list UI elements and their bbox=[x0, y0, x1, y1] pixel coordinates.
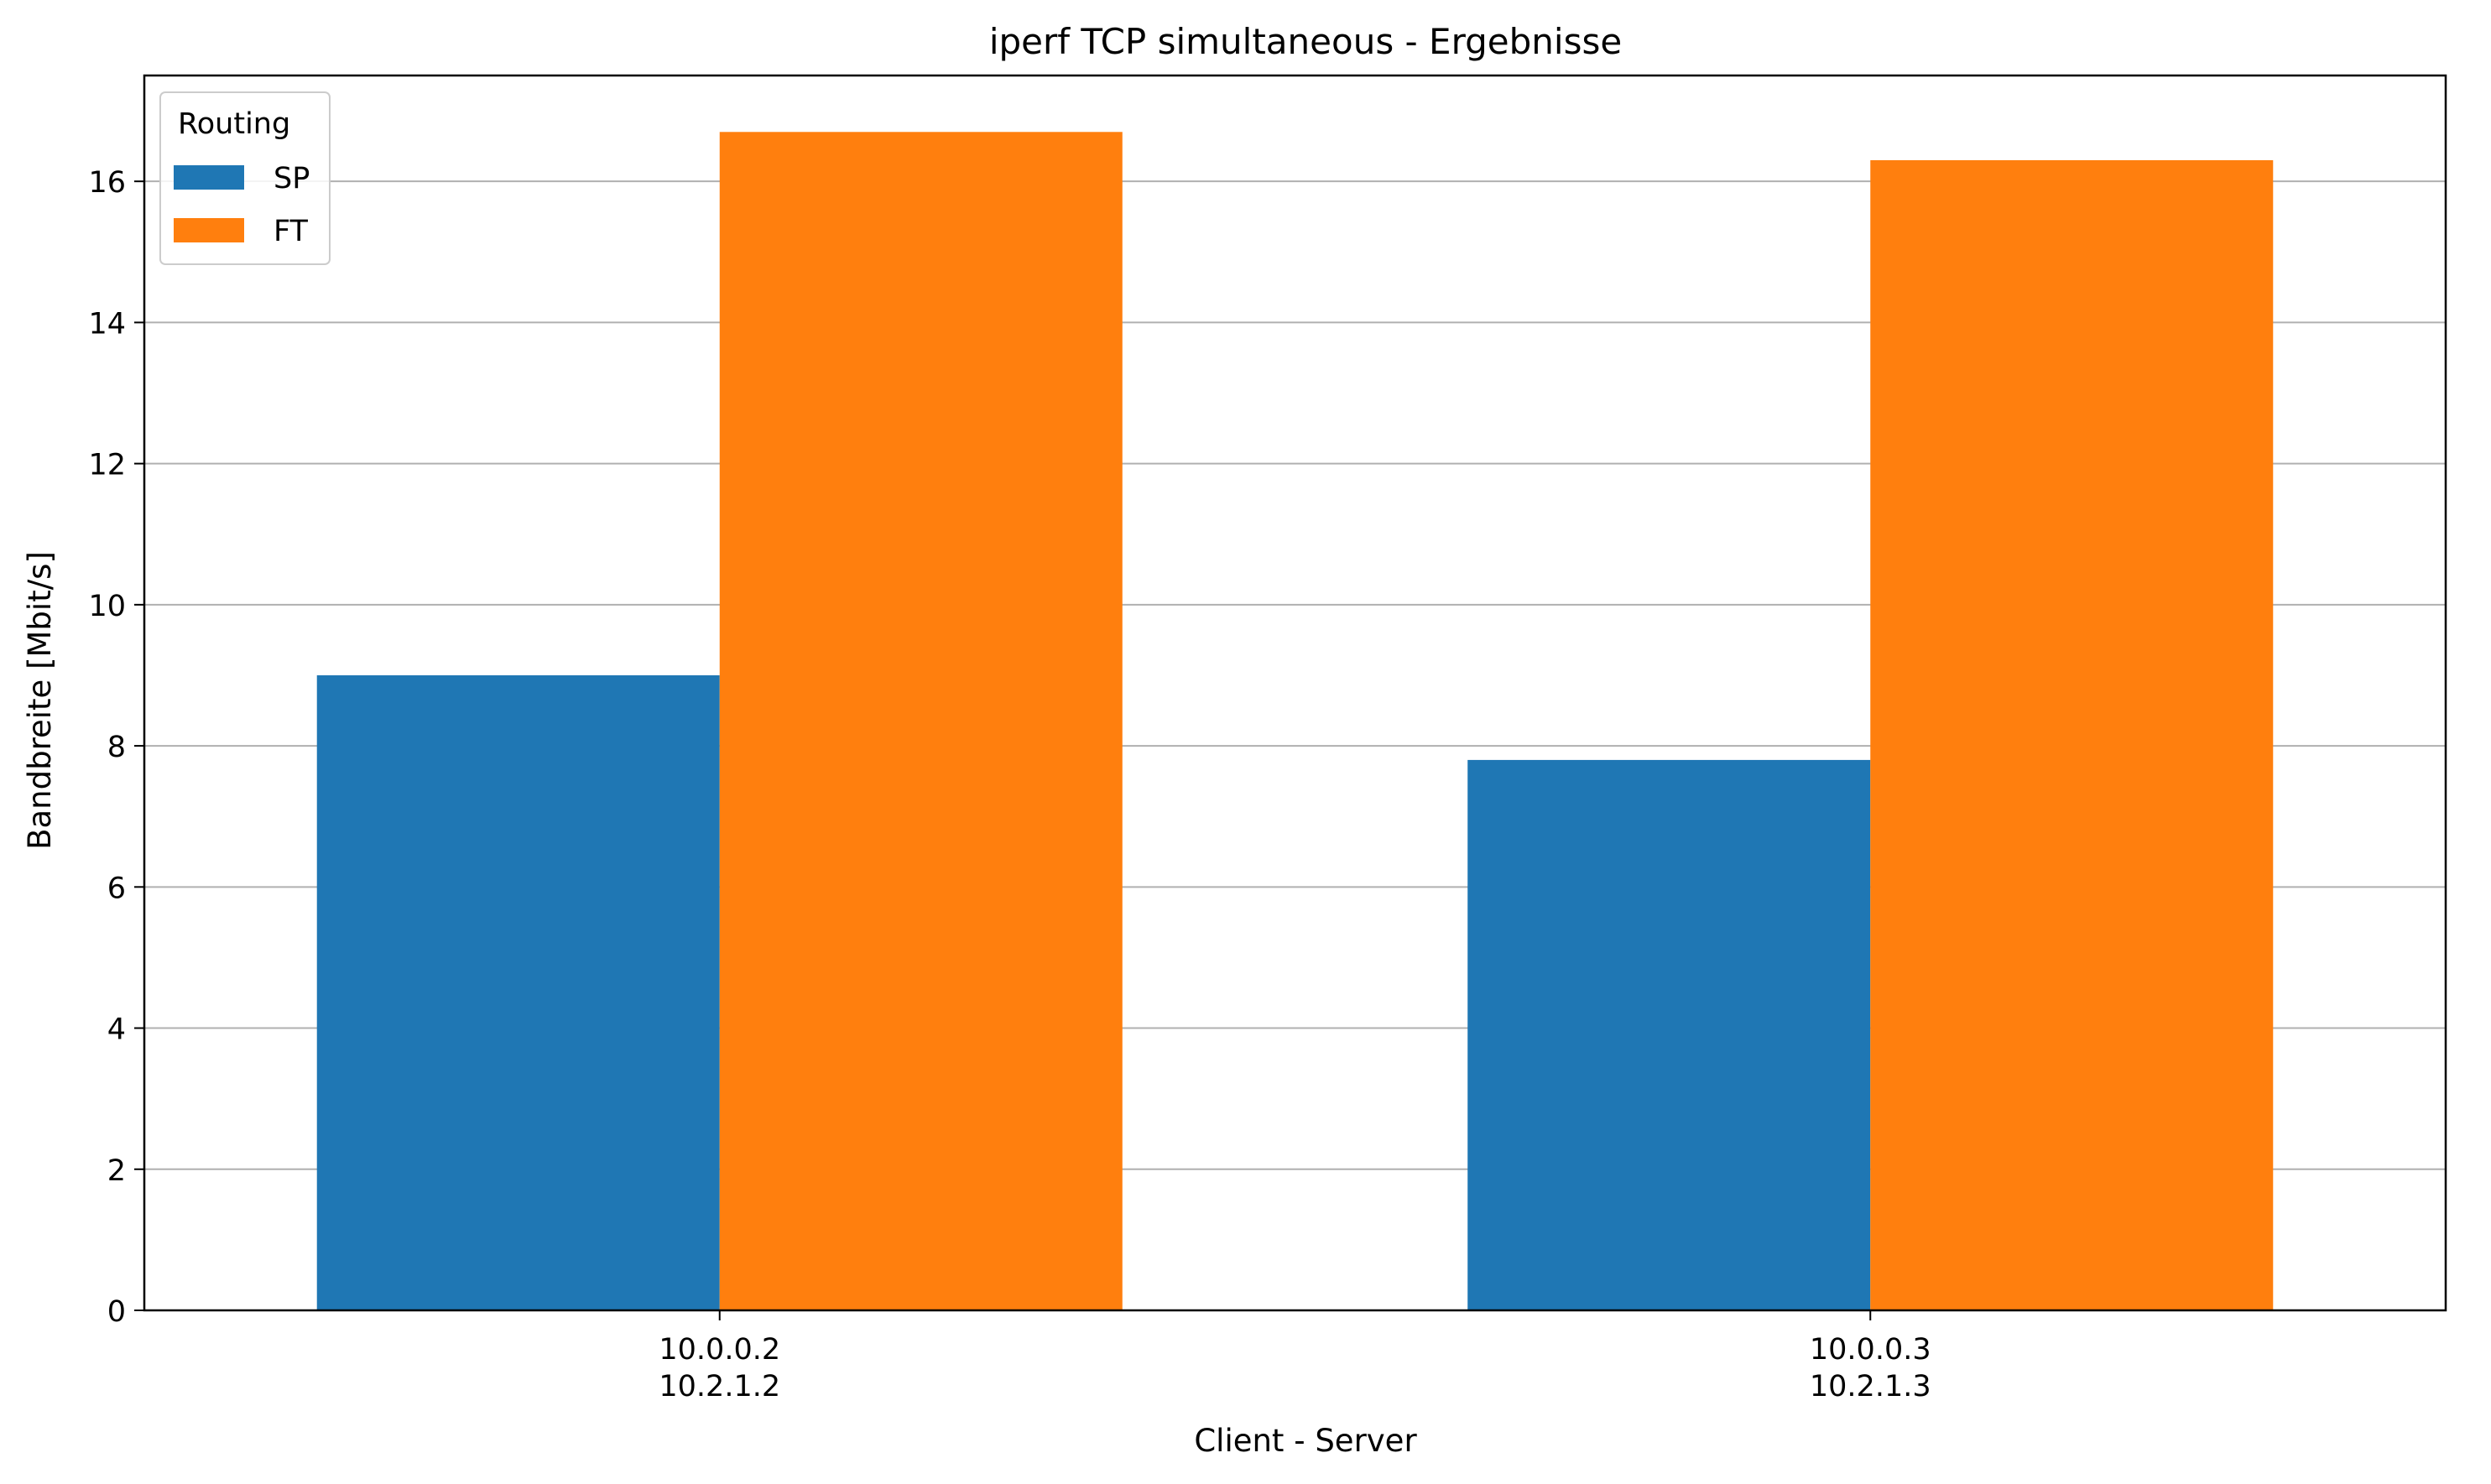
bar-sp bbox=[1467, 759, 1871, 1310]
legend-swatch-sp bbox=[174, 165, 244, 190]
y-tick-label: 6 bbox=[107, 872, 126, 905]
plot-frame bbox=[143, 74, 2447, 1312]
bar-sp bbox=[316, 674, 720, 1310]
x-axis-label: Client - Server bbox=[1194, 1423, 1417, 1459]
x-axis-ticks: 10.0.0.210.2.1.2 10.0.0.310.2.1.3 bbox=[659, 1310, 1931, 1403]
legend-title: Routing bbox=[178, 107, 290, 141]
x-tick-label: 10.0.0.3 bbox=[1810, 1333, 1931, 1367]
legend-swatch-ft bbox=[174, 218, 244, 242]
y-tick-label: 2 bbox=[107, 1154, 126, 1188]
y-tick-label: 0 bbox=[107, 1295, 126, 1329]
bar-ft bbox=[1870, 159, 2274, 1311]
x-tick-label: 10.0.0.2 bbox=[659, 1333, 780, 1367]
legend-label-ft: FT bbox=[274, 215, 309, 248]
y-tick-label: 12 bbox=[88, 449, 126, 482]
y-tick-label: 16 bbox=[88, 166, 126, 200]
y-axis-ticks: 0 2 4 6 8 10 12 14 16 bbox=[88, 166, 144, 1329]
y-axis-label: Bandbreite [Mbit/s] bbox=[22, 551, 58, 850]
y-tick-label: 14 bbox=[88, 307, 126, 341]
x-tick-label: 10.2.1.3 bbox=[1810, 1370, 1931, 1403]
bars bbox=[316, 132, 2274, 1311]
legend-label-sp: SP bbox=[274, 162, 310, 195]
chart-title: iperf TCP simultaneous - Ergebnisse bbox=[989, 21, 1622, 62]
y-tick-label: 10 bbox=[88, 590, 126, 623]
y-tick-label: 4 bbox=[107, 1013, 126, 1047]
y-tick-label: 8 bbox=[107, 731, 126, 764]
legend: Routing SP FT bbox=[159, 91, 331, 265]
bar-ft bbox=[719, 132, 1123, 1311]
x-tick-label: 10.2.1.2 bbox=[659, 1370, 780, 1403]
